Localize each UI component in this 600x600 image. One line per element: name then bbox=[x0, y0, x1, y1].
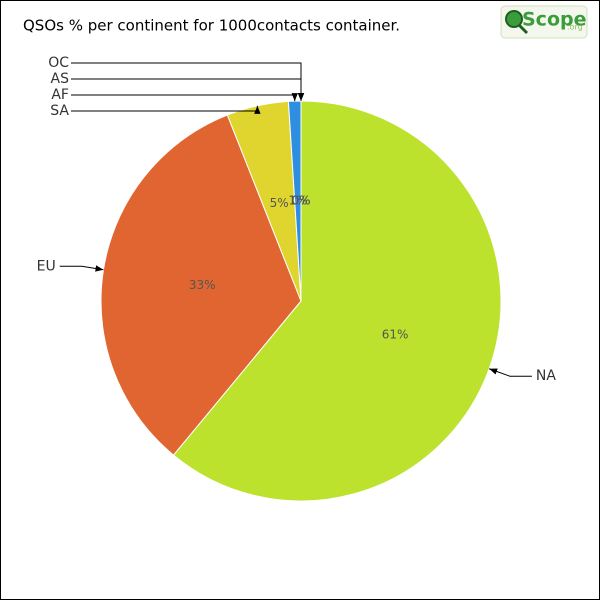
category-label: AF bbox=[51, 87, 69, 103]
category-label: SA bbox=[50, 103, 69, 119]
slice-value-label: 61% bbox=[382, 327, 409, 341]
logo-icon-handle bbox=[517, 23, 529, 35]
logo-icon bbox=[505, 10, 523, 28]
slice-value-label: 0% bbox=[291, 194, 310, 208]
leader-line bbox=[71, 62, 305, 101]
slice-value-label: 1% bbox=[288, 194, 307, 208]
category-label: NA bbox=[536, 368, 556, 384]
chart-title: QSOs % per continent for 1000contacts co… bbox=[23, 17, 400, 35]
category-label: AS bbox=[51, 71, 70, 87]
category-label: EU bbox=[37, 258, 56, 274]
leader-line bbox=[71, 105, 261, 114]
category-label: OC bbox=[48, 55, 69, 71]
leader-line bbox=[489, 368, 532, 377]
leader-line bbox=[71, 78, 305, 101]
leader-line bbox=[59, 265, 104, 272]
logo: Scope .org bbox=[500, 5, 588, 39]
slice-value-label: 33% bbox=[189, 278, 216, 292]
logo-suffix: .org bbox=[567, 23, 583, 32]
logo-text: Scope bbox=[522, 9, 587, 31]
pie-slice bbox=[172, 100, 502, 502]
slice-value-label: 0% bbox=[291, 194, 310, 208]
leader-line bbox=[71, 93, 298, 102]
slice-value-label: 5% bbox=[270, 196, 289, 210]
